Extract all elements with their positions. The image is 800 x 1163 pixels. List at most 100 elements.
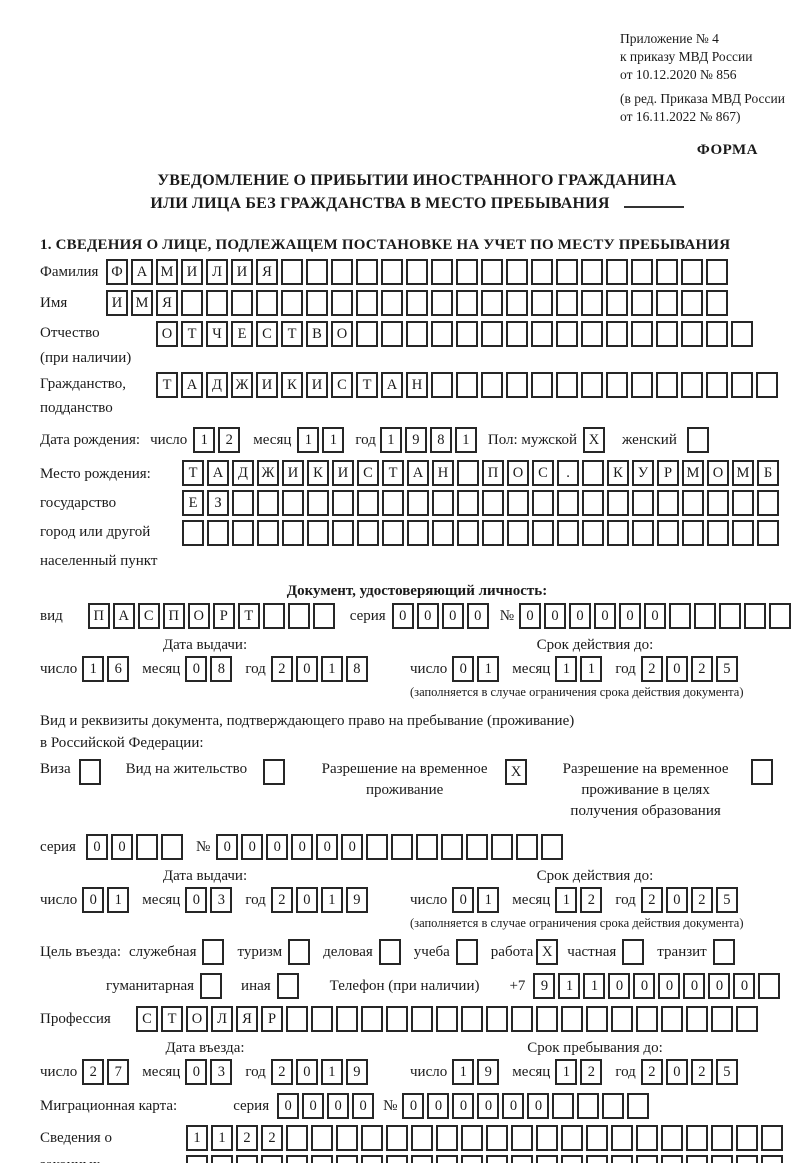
char-box[interactable] [406, 321, 428, 348]
char-box[interactable]: 1 [107, 886, 130, 913]
char-box[interactable] [307, 489, 329, 516]
char-box[interactable]: Т [181, 321, 203, 348]
char-box[interactable]: 0 [544, 602, 566, 629]
char-box[interactable] [407, 519, 429, 546]
purpose-official-checkbox[interactable] [202, 938, 227, 965]
char-box[interactable] [257, 489, 279, 516]
char-box[interactable]: О [331, 321, 353, 348]
char-box[interactable]: 8 [345, 655, 368, 682]
char-box[interactable]: 2 [82, 1058, 105, 1085]
char-box[interactable] [561, 1154, 583, 1163]
char-box[interactable] [506, 259, 528, 286]
char-box[interactable]: 6 [107, 655, 130, 682]
char-box[interactable] [682, 489, 704, 516]
char-box[interactable] [656, 321, 678, 348]
char-box[interactable] [707, 489, 729, 516]
char-box[interactable]: 0 [185, 886, 208, 913]
char-box[interactable] [456, 290, 478, 317]
char-box[interactable] [561, 1005, 583, 1032]
char-box[interactable] [336, 1154, 358, 1163]
char-box[interactable]: 1 [193, 426, 216, 453]
residence-permit-checkbox[interactable] [263, 758, 288, 785]
char-box[interactable] [556, 372, 578, 399]
char-box[interactable] [577, 1092, 600, 1119]
char-box[interactable] [622, 938, 645, 965]
char-box[interactable]: Я [236, 1005, 258, 1032]
char-box[interactable] [757, 519, 779, 546]
purpose-work-checkbox[interactable]: X [536, 938, 561, 965]
char-box[interactable] [181, 290, 203, 317]
char-box[interactable] [636, 1124, 658, 1151]
char-box[interactable] [261, 1154, 283, 1163]
char-box[interactable] [481, 290, 503, 317]
char-box[interactable]: 0 [519, 602, 541, 629]
char-box[interactable] [532, 519, 554, 546]
char-box[interactable]: О [187, 602, 210, 629]
char-box[interactable]: С [357, 459, 379, 486]
char-box[interactable] [556, 259, 578, 286]
char-box[interactable] [682, 519, 704, 546]
char-box[interactable] [581, 372, 603, 399]
visa-checkbox[interactable] [78, 758, 104, 785]
char-box[interactable] [232, 489, 254, 516]
char-box[interactable] [511, 1154, 533, 1163]
char-box[interactable] [361, 1154, 383, 1163]
char-box[interactable] [536, 1154, 558, 1163]
char-box[interactable] [631, 259, 653, 286]
char-box[interactable] [732, 519, 754, 546]
char-box[interactable] [511, 1124, 533, 1151]
char-box[interactable] [361, 1005, 383, 1032]
char-box[interactable] [531, 372, 553, 399]
char-box[interactable] [607, 489, 629, 516]
char-box[interactable]: X [536, 938, 559, 965]
char-box[interactable]: 0 [633, 972, 656, 999]
char-box[interactable]: 8 [210, 655, 233, 682]
char-box[interactable]: 0 [352, 1092, 375, 1119]
char-box[interactable]: И [306, 372, 328, 399]
char-box[interactable]: X [505, 758, 528, 785]
char-box[interactable] [582, 459, 604, 486]
char-box[interactable]: 0 [569, 602, 591, 629]
char-box[interactable]: 3 [210, 886, 233, 913]
char-box[interactable]: 0 [295, 1058, 318, 1085]
char-box[interactable] [732, 489, 754, 516]
char-box[interactable]: И [231, 259, 253, 286]
char-box[interactable]: 2 [236, 1124, 258, 1151]
char-box[interactable]: Ф [106, 259, 128, 286]
char-box[interactable]: 0 [295, 655, 318, 682]
char-box[interactable] [411, 1124, 433, 1151]
temp-residence-education-checkbox[interactable] [751, 758, 776, 785]
char-box[interactable]: 0 [402, 1092, 425, 1119]
char-box[interactable] [686, 1154, 708, 1163]
sex-male-checkbox[interactable]: X [583, 426, 608, 453]
char-box[interactable] [681, 259, 703, 286]
char-box[interactable] [206, 290, 228, 317]
char-box[interactable] [236, 1154, 258, 1163]
char-box[interactable] [231, 290, 253, 317]
char-box[interactable]: Т [156, 372, 178, 399]
char-box[interactable]: А [181, 372, 203, 399]
char-box[interactable] [160, 833, 183, 860]
char-box[interactable] [711, 1005, 733, 1032]
char-box[interactable]: 1 [82, 655, 105, 682]
char-box[interactable] [391, 833, 414, 860]
char-box[interactable] [694, 602, 716, 629]
char-box[interactable] [606, 259, 628, 286]
char-box[interactable] [411, 1005, 433, 1032]
char-box[interactable] [436, 1154, 458, 1163]
char-box[interactable]: 0 [266, 833, 289, 860]
char-box[interactable]: 0 [527, 1092, 550, 1119]
char-box[interactable] [631, 372, 653, 399]
char-box[interactable] [656, 259, 678, 286]
char-box[interactable]: 2 [690, 1058, 713, 1085]
char-box[interactable] [411, 1154, 433, 1163]
char-box[interactable]: И [181, 259, 203, 286]
